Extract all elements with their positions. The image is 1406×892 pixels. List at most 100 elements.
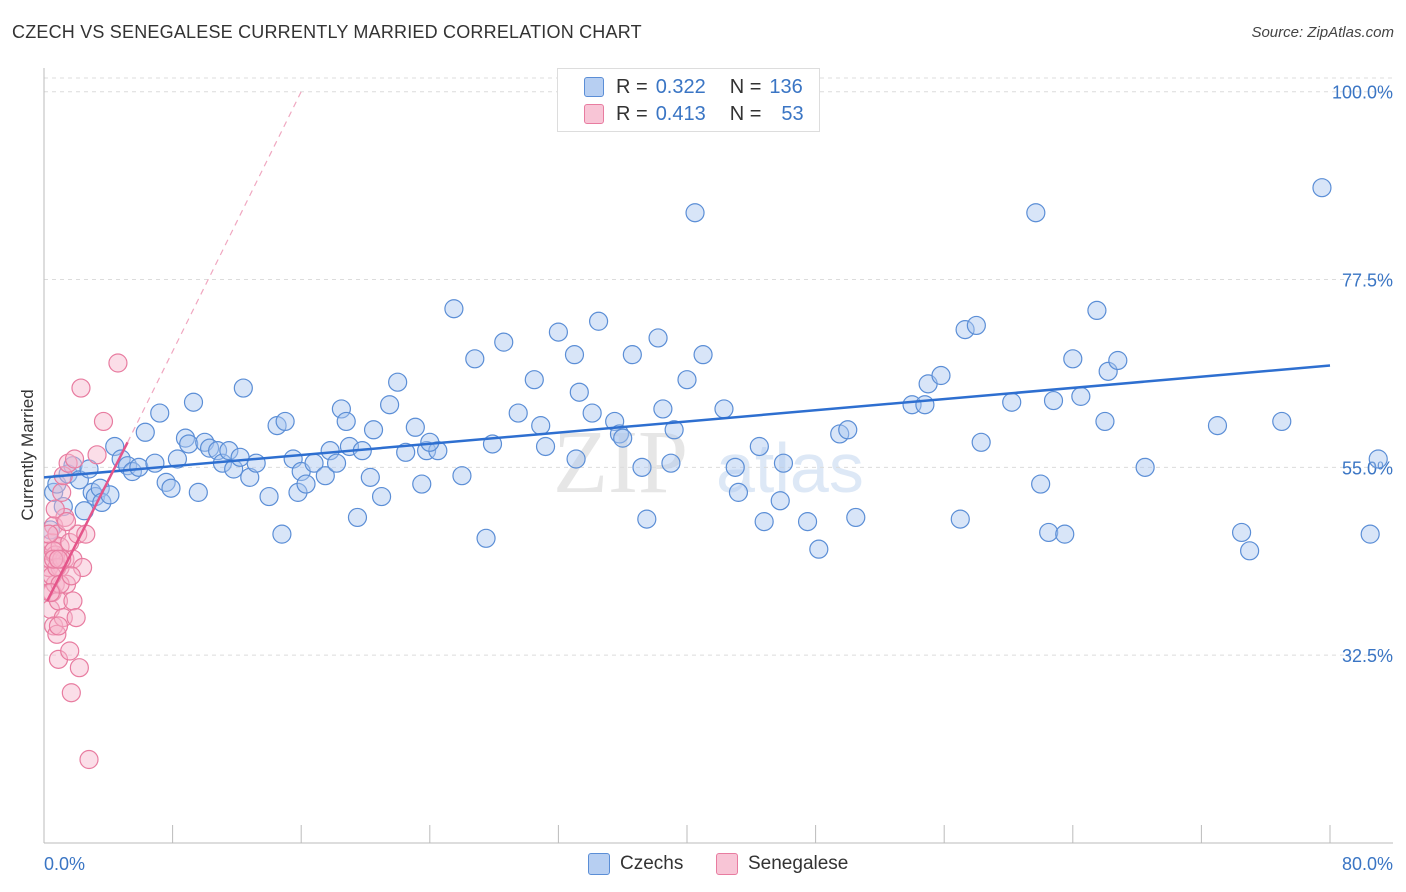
czech-point xyxy=(548,322,569,342)
bottom-legend-swatch-czech xyxy=(588,853,610,875)
czech-point xyxy=(950,509,970,529)
czech-point xyxy=(1231,522,1252,543)
legend-swatch-senegalese xyxy=(584,104,604,124)
senegalese-point xyxy=(48,616,69,636)
czech-point xyxy=(648,328,668,348)
czech-point xyxy=(838,420,858,440)
czech-point xyxy=(966,315,986,336)
bottom-legend-label-czech: Czechs xyxy=(620,853,684,874)
czech-point xyxy=(494,332,514,352)
czech-point xyxy=(1087,300,1107,321)
czech-point xyxy=(622,345,642,365)
senegalese-point xyxy=(79,749,99,770)
czech-point xyxy=(1026,203,1046,223)
x-tick-label: 80.0% xyxy=(1342,854,1393,874)
czech-point xyxy=(230,447,250,467)
czech-point xyxy=(613,428,633,448)
czech-point xyxy=(728,482,749,502)
czech-point xyxy=(1312,178,1332,198)
legend-n-label-senegalese: N = xyxy=(729,102,762,125)
chart-title: CZECH VS SENEGALESE CURRENTLY MARRIED CO… xyxy=(12,22,642,42)
senegalese-point xyxy=(93,411,114,432)
czech-point xyxy=(412,474,432,494)
czech-point xyxy=(428,441,448,461)
czech-point xyxy=(246,453,266,473)
legend-box: R = 0.322 N = 136 R = 0.413 N = 53 xyxy=(557,68,820,132)
czech-point xyxy=(1071,386,1091,406)
czech-point xyxy=(167,449,188,469)
czech-point xyxy=(208,441,228,461)
bottom-legend-senegalese: Senegalese xyxy=(716,852,848,876)
czech-point xyxy=(1108,350,1128,371)
czech-point xyxy=(714,399,734,419)
czech-point xyxy=(770,491,790,511)
czech-point xyxy=(1031,474,1051,494)
senegalese-point xyxy=(63,591,83,611)
y-tick-label: 32.5% xyxy=(1342,646,1393,666)
czech-point xyxy=(524,370,544,390)
legend-r-label-senegalese: R = xyxy=(616,102,648,125)
czech-point xyxy=(175,428,196,448)
czech-point xyxy=(685,203,705,223)
czech-point xyxy=(754,512,774,532)
czech-point xyxy=(150,403,170,423)
czech-point xyxy=(915,395,935,415)
legend-row-czech: R = 0.322 N = 136 xyxy=(584,75,803,99)
czech-point xyxy=(444,299,464,319)
czech-point xyxy=(569,382,589,402)
czech-point xyxy=(1360,524,1380,544)
y-axis-label: Currently Married xyxy=(18,389,37,521)
czech-point xyxy=(1098,361,1118,381)
czech-point xyxy=(405,417,425,437)
czech-point xyxy=(452,466,472,486)
czech-point xyxy=(566,449,586,469)
legend-swatch-czech xyxy=(584,77,604,97)
legend-row-senegalese: R = 0.413 N = 53 xyxy=(584,102,804,126)
czech-point xyxy=(1063,349,1083,369)
czech-point xyxy=(1043,390,1064,411)
senegalese-point xyxy=(52,482,72,502)
czech-point xyxy=(219,441,239,461)
czech-point xyxy=(188,482,208,502)
bottom-legend-swatch-senegalese xyxy=(716,853,738,875)
czech-point xyxy=(1095,411,1115,432)
y-tick-label: 100.0% xyxy=(1332,83,1393,103)
czech-point xyxy=(1240,541,1260,561)
czech-point xyxy=(564,345,585,365)
czech-point xyxy=(1055,524,1075,544)
senegalese-point xyxy=(61,566,81,586)
czech-point xyxy=(272,524,292,544)
czech-point xyxy=(347,507,368,528)
czech-point xyxy=(955,320,975,340)
senegalese-point xyxy=(61,683,81,703)
senegalese-point xyxy=(56,512,77,532)
czech-point xyxy=(1368,449,1388,469)
senegalese-point xyxy=(64,449,85,469)
senegalese-point xyxy=(69,658,89,678)
czech-point xyxy=(326,453,347,473)
czech-point xyxy=(179,434,199,454)
czech-point xyxy=(535,436,556,457)
czech-point xyxy=(632,457,652,477)
czech-point xyxy=(531,416,551,436)
watermark-atlas: atlas xyxy=(716,429,864,507)
czech-point xyxy=(296,474,316,494)
czech-point xyxy=(664,420,684,440)
senegalese-point xyxy=(76,524,96,544)
czech-point xyxy=(371,486,392,507)
y-tick-label: 55.0% xyxy=(1342,458,1393,478)
senegalese-point xyxy=(71,378,91,398)
czech-point xyxy=(199,438,220,458)
czech-point xyxy=(331,399,351,419)
legend-r-label-czech: R = xyxy=(616,75,648,98)
czech-trend-line xyxy=(44,364,1331,479)
czech-point xyxy=(809,539,829,559)
czech-point xyxy=(1207,416,1228,436)
czech-point xyxy=(388,372,408,392)
senegalese-trend-extension xyxy=(127,91,302,443)
czech-point xyxy=(465,349,485,369)
czech-point xyxy=(846,507,866,528)
senegalese-point xyxy=(44,549,64,569)
senegalese-point xyxy=(44,524,59,544)
bottom-legend-czech: Czechs xyxy=(588,852,683,876)
